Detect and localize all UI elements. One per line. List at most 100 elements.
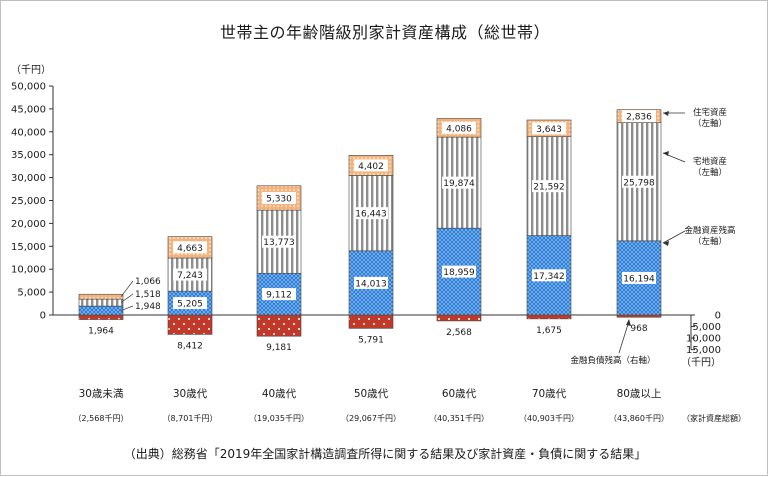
housing-asset-leader	[120, 280, 134, 297]
debt-value-label: 1,675	[536, 326, 562, 336]
axes-group: 05,00010,00015,00020,00025,00030,00035,0…	[11, 64, 721, 369]
right-tick-label: 5,000	[692, 322, 721, 333]
left-tick-label: 10,000	[11, 265, 46, 276]
housing-asset-value-label: 2,836	[626, 113, 652, 123]
housing-asset-label-box	[173, 241, 207, 254]
housing-asset-value-label: 4,402	[358, 162, 384, 172]
left-unit-label: （千円）	[11, 64, 51, 76]
debt-annotation: 金融負債残高（右軸）	[570, 355, 655, 366]
financial-asset-value-label: 1,948	[135, 302, 161, 312]
left-tick-label: 15,000	[11, 242, 46, 253]
category-label: 60歳代	[442, 388, 477, 400]
total-label: （8,701千円）	[163, 413, 218, 423]
right-tick-label: 10,000	[686, 334, 721, 345]
right-tick-label: 0	[715, 311, 721, 322]
land-asset-value-label: 13,773	[263, 238, 295, 248]
housing-asset-bar	[78, 293, 124, 300]
debt-value-label: 2,568	[446, 328, 472, 338]
left-tick-label: 30,000	[11, 173, 46, 184]
total-label: （19,035千円）	[249, 413, 309, 423]
financial-asset-label-box	[532, 269, 566, 282]
financial-asset-label-box	[354, 276, 388, 289]
left-tick-label: 50,000	[11, 82, 46, 93]
land-asset-value-label: 21,592	[533, 183, 565, 193]
housing-asset-label-box	[442, 121, 476, 134]
totals-caption: （家計資産総額）	[682, 413, 746, 423]
right-unit-label: （千円）	[681, 357, 721, 369]
land-asset-label-box	[262, 235, 296, 248]
total-label: （29,067千円）	[341, 413, 401, 423]
land-annotation: 宅地資産	[693, 156, 727, 167]
source-note: （出典）総務省「2019年全国家計構造調査所得に関する結果及び家計資産・負債に関…	[123, 447, 647, 461]
land-annotation-axis: （左軸）	[693, 167, 727, 178]
total-label: （43,860千円）	[609, 413, 669, 423]
land-asset-value-label: 19,874	[443, 179, 475, 189]
debt-bar	[167, 314, 213, 335]
land-asset-value-label: 25,798	[623, 178, 655, 188]
housing-asset-value-label: 4,663	[177, 244, 203, 254]
housing-asset-label-box	[262, 191, 296, 204]
category-label: 30歳未満	[79, 388, 124, 400]
debt-value-label: 5,791	[358, 335, 384, 345]
debt-bar	[78, 314, 124, 320]
financial-asset-leader	[120, 305, 134, 311]
financial-asset-value-label: 5,205	[177, 300, 203, 310]
land-asset-bar	[78, 298, 124, 307]
housing-asset-value-label: 4,086	[446, 124, 472, 134]
category-label: 80歳以上	[617, 388, 662, 400]
land-asset-label-box	[354, 207, 388, 220]
debt-value-label: 9,181	[266, 343, 292, 353]
financial-asset-value-label: 16,194	[623, 274, 655, 284]
financial-asset-label-box	[442, 265, 476, 278]
total-label: （2,568千円）	[74, 413, 129, 423]
financial-asset-value-label: 9,112	[266, 291, 292, 301]
land-asset-value-label: 16,443	[355, 210, 387, 220]
debt-bar	[436, 314, 482, 322]
financial-annotation-axis: （左軸）	[693, 236, 727, 247]
housing-asset-label-box	[354, 159, 388, 172]
land-asset-label-box	[173, 268, 207, 281]
financial-asset-bar	[78, 305, 124, 316]
category-label: 50歳代	[354, 388, 389, 400]
category-label: 70歳代	[532, 388, 567, 400]
debt-value-label: 1,964	[88, 327, 114, 337]
housing-annotation-axis: （左軸）	[693, 118, 727, 129]
financial-asset-value-label: 18,959	[443, 268, 475, 278]
debt-bar	[256, 314, 302, 337]
category-label: 40歳代	[262, 388, 297, 400]
housing-asset-label-box	[622, 110, 656, 123]
land-asset-label-box	[622, 175, 656, 188]
debt-value-label: 968	[630, 324, 647, 334]
labels-group: 1,948 1,518 1,066 1,964 30歳未満 （2,568千円） 5,205 7…	[74, 107, 746, 423]
debt-bar	[616, 314, 662, 318]
financial-arrow	[662, 230, 686, 244]
housing-asset-value-label: 5,330	[266, 194, 292, 204]
financial-arrowhead	[663, 241, 669, 246]
left-tick-label: 25,000	[11, 196, 46, 207]
total-label: （40,903千円）	[519, 413, 579, 423]
financial-annotation: 金融資産残高	[684, 225, 735, 236]
land-asset-label-box	[532, 180, 566, 193]
financial-asset-value-label: 17,342	[533, 272, 565, 282]
land-asset-label-box	[442, 176, 476, 189]
left-tick-label: 40,000	[11, 127, 46, 138]
left-tick-label: 5,000	[17, 288, 46, 299]
left-tick-label: 0	[40, 311, 46, 322]
financial-asset-label-box	[173, 297, 207, 310]
debt-bar	[348, 314, 394, 329]
housing-annotation: 住宅資産	[693, 107, 727, 118]
debt-bar	[526, 314, 572, 320]
housing-asset-label-box	[532, 122, 566, 135]
land-asset-value-label: 1,518	[135, 290, 161, 300]
left-tick-label: 35,000	[11, 150, 46, 161]
chart-title: 世帯主の年齢階級別家計資産構成（総世帯）	[219, 23, 550, 42]
category-label: 30歳代	[173, 388, 208, 400]
financial-asset-label-box	[262, 288, 296, 301]
left-tick-label: 45,000	[11, 104, 46, 115]
debt-arrowhead	[626, 319, 631, 326]
bars-group	[78, 109, 662, 337]
housing-asset-value-label: 3,643	[536, 125, 562, 135]
debt-arrow	[618, 320, 630, 354]
